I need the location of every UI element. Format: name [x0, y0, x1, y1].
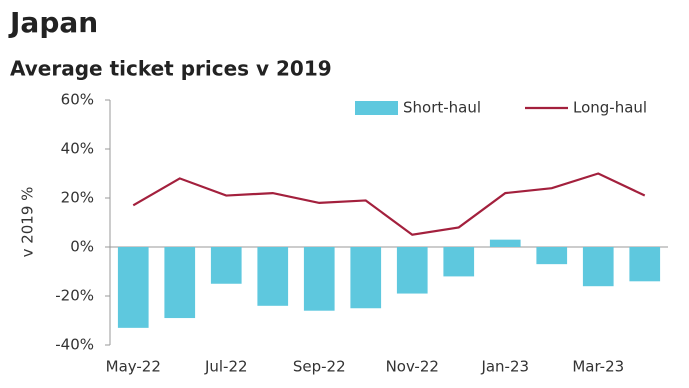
legend-label: Long-haul — [573, 99, 647, 117]
y-tick-label: 40% — [61, 140, 94, 158]
x-tick-label: Sep-22 — [293, 358, 346, 376]
bar — [396, 247, 428, 294]
x-tick-label: Jul-22 — [204, 358, 248, 376]
legend-label: Short-haul — [403, 99, 481, 117]
bar — [582, 247, 614, 287]
y-tick-label: -20% — [55, 287, 94, 305]
chart-title: Japan — [8, 6, 98, 39]
bar — [350, 247, 382, 309]
bar — [629, 247, 661, 282]
x-tick-label: Jan-23 — [480, 358, 529, 376]
y-tick-label: -40% — [55, 336, 94, 354]
y-tick-label: 0% — [70, 238, 94, 256]
bar — [257, 247, 289, 306]
x-tick-label: Nov-22 — [386, 358, 439, 376]
bar — [536, 247, 568, 265]
bar — [164, 247, 196, 319]
y-axis-label: v 2019 % — [19, 187, 37, 258]
x-tick-label: Mar-23 — [572, 358, 624, 376]
bar — [489, 239, 521, 247]
bar — [303, 247, 335, 311]
x-tick-label: May-22 — [106, 358, 161, 376]
bar — [117, 247, 149, 328]
bar — [210, 247, 242, 284]
legend-swatch — [355, 101, 398, 115]
chart-subtitle: Average ticket prices v 2019 — [10, 57, 332, 81]
line — [132, 172, 646, 236]
bar — [443, 247, 475, 277]
y-tick-label: 60% — [61, 91, 94, 109]
y-tick-label: 20% — [61, 189, 94, 207]
